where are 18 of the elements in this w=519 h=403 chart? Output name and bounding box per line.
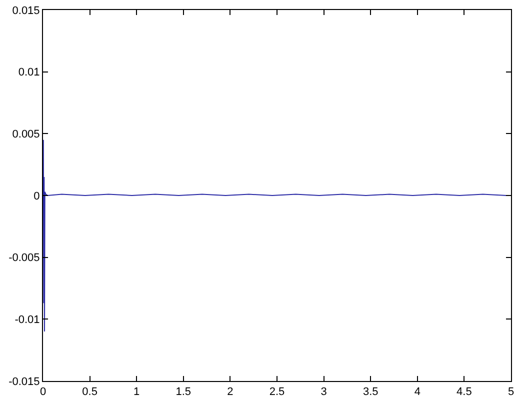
y-tick-label: -0.015	[8, 376, 40, 388]
line-series	[43, 139, 507, 332]
x-tick-label: 2	[227, 386, 234, 398]
x-tick-label: 4	[414, 386, 420, 398]
y-tick-label: 0	[34, 190, 40, 202]
x-tick-label: 1.5	[176, 386, 192, 398]
y-tick-label: 0.015	[12, 4, 40, 17]
y-tick-label: 0.01	[18, 66, 40, 79]
x-tick-label: 1	[134, 386, 140, 398]
x-tick-label: 0.5	[82, 386, 98, 398]
x-tick-label: 3.5	[362, 386, 378, 398]
y-tick-label: -0.005	[8, 252, 40, 264]
x-tick-label: 5	[508, 386, 514, 398]
x-tick-label: 2.5	[269, 386, 285, 398]
x-tick-label: 3	[320, 386, 327, 398]
y-tick-label: 0.005	[12, 128, 40, 141]
y-tick-label: -0.01	[14, 314, 40, 326]
x-tick-label: 4.5	[456, 386, 472, 398]
